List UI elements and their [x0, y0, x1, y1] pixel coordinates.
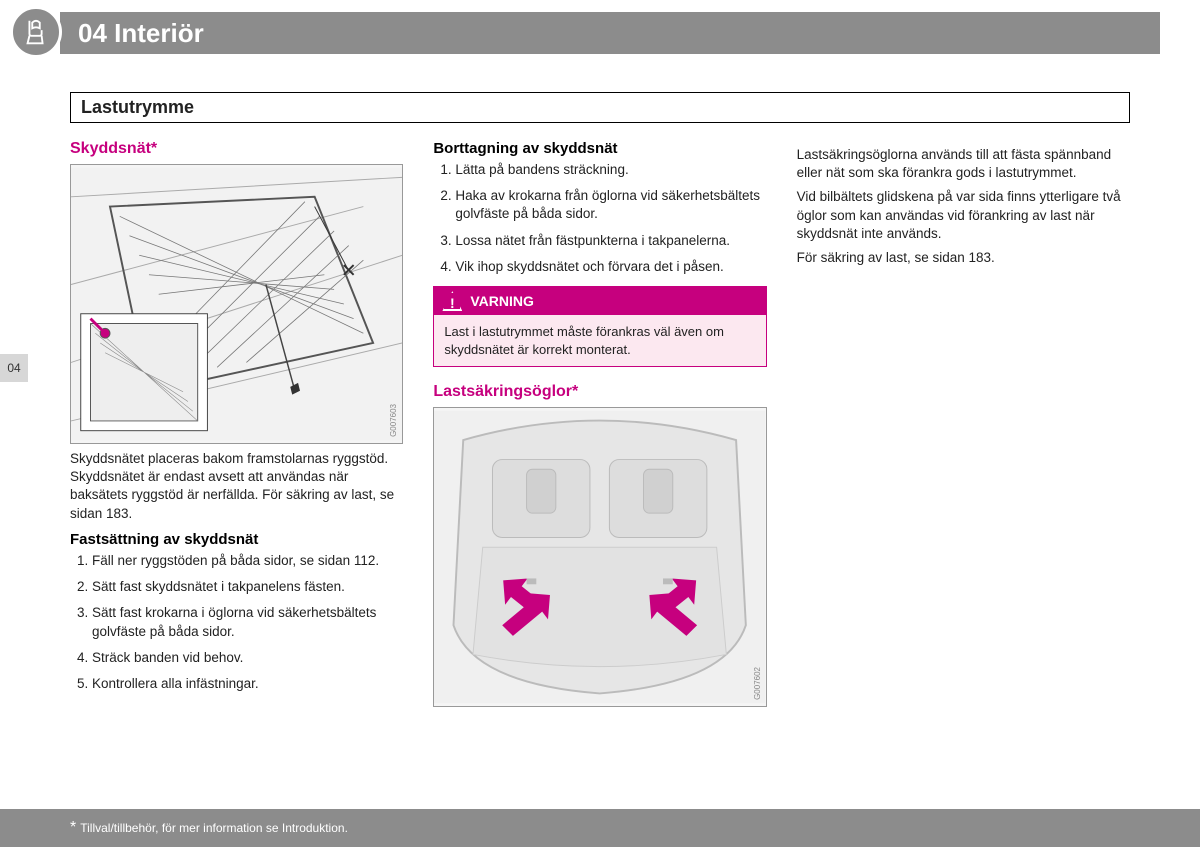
- warning-triangle-icon: !: [442, 291, 462, 311]
- para-c3-3: För säkring av last, se sidan 183.: [797, 249, 1130, 267]
- heading-fastsattning: Fastsättning av skyddsnät: [70, 531, 403, 548]
- warning-box: ! VARNING Last i lastutrymmet måste föra…: [433, 286, 766, 367]
- para-c3-2: Vid bilbältets glidskena på var sida fin…: [797, 188, 1130, 243]
- para-skyddsnat-desc: Skyddsnätet placeras bakom framstolarnas…: [70, 450, 403, 523]
- footer-text: Tillval/tillbehör, för mer information s…: [80, 821, 348, 835]
- heading-skyddsnat: Skyddsnät*: [70, 140, 403, 158]
- list-item: Sätt fast skyddsnätet i takpanelens fäst…: [92, 578, 403, 596]
- side-chapter-tab: 04: [0, 354, 28, 382]
- chapter-title: 04 Interiör: [78, 18, 204, 49]
- list-item: Sträck banden vid behov.: [92, 649, 403, 667]
- list-item: Sätt fast krokarna i öglorna vid säkerhe…: [92, 604, 403, 640]
- column-3: Lastsäkringsöglorna används till att fäs…: [797, 140, 1130, 795]
- warning-text: Last i lastutrymmet måste förankras väl …: [434, 315, 765, 366]
- left-margin: [0, 0, 40, 847]
- list-item: Lätta på bandens sträckning.: [455, 161, 766, 179]
- list-item: Kontrollera alla infästningar.: [92, 675, 403, 693]
- column-2: Borttagning av skyddsnät Lätta på banden…: [433, 140, 766, 795]
- list-item: Lossa nätet från fästpunkterna i takpane…: [455, 232, 766, 250]
- content-columns: Skyddsnät*: [70, 140, 1130, 795]
- section-title-box: Lastutrymme: [70, 92, 1130, 123]
- section-title: Lastutrymme: [81, 97, 194, 117]
- figure-protective-net: G007603: [70, 164, 403, 444]
- warning-header: ! VARNING: [434, 287, 765, 315]
- column-1: Skyddsnät*: [70, 140, 403, 795]
- footer-bar: * Tillval/tillbehör, för mer information…: [0, 809, 1200, 847]
- heading-borttagning: Borttagning av skyddsnät: [433, 140, 766, 157]
- figure-lashing-eyes: G007602: [433, 407, 766, 707]
- list-item: Vik ihop skyddsnätet och förvara det i p…: [455, 258, 766, 276]
- footer-asterisk: *: [70, 819, 76, 837]
- figure-code-2: G007602: [753, 667, 762, 700]
- para-c3-1: Lastsäkringsöglorna används till att fäs…: [797, 146, 1130, 182]
- side-tab-label: 04: [7, 361, 20, 375]
- list-fastsattning: Fäll ner ryggstöden på båda sidor, se si…: [70, 552, 403, 693]
- heading-lastsakringsoglor: Lastsäkringsöglor*: [433, 383, 766, 401]
- list-item: Haka av krokarna från öglorna vid säkerh…: [455, 187, 766, 223]
- list-borttagning: Lätta på bandens sträckning. Haka av kro…: [433, 161, 766, 276]
- list-item: Fäll ner ryggstöden på båda sidor, se si…: [92, 552, 403, 570]
- warning-label: VARNING: [470, 293, 534, 309]
- figure-code-1: G007603: [389, 404, 398, 437]
- seat-icon: [10, 6, 62, 58]
- chapter-header-bar: 04 Interiör: [60, 12, 1160, 54]
